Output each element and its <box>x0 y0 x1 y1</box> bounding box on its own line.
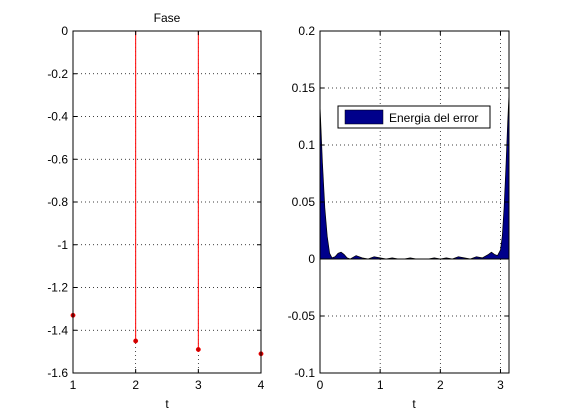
plot-area <box>320 31 509 373</box>
legend: Energia del error <box>337 105 491 129</box>
y-tick-label: -0.8 <box>47 195 68 209</box>
y-tick-label: -0.6 <box>47 152 68 166</box>
y-tick-label: 0.1 <box>298 138 315 152</box>
x-tick-label: 3 <box>497 378 504 392</box>
y-tick-label: -0.4 <box>47 110 68 124</box>
x-tick-label: 0 <box>317 378 324 392</box>
grid-lines <box>320 31 509 373</box>
y-tick-label: 0 <box>61 24 68 38</box>
x-axis-label: t <box>165 397 169 411</box>
y-tick-label: -0.05 <box>288 309 316 323</box>
y-tick-label: -1.2 <box>47 281 68 295</box>
area-marks <box>319 93 510 260</box>
stem-point <box>195 347 201 352</box>
y-tick-label: 0.2 <box>298 24 315 38</box>
y-tick-label: -0.1 <box>294 366 315 380</box>
x-tick-label: 4 <box>258 378 265 392</box>
legend-label: Energia del error <box>389 111 478 125</box>
tick-marks: 1 2 3 4 0 -0.2 -0.4 -0.6 -0.8 -1 -1.2 -1.4 -1.6 <box>47 24 264 392</box>
y-tick-label: -1 <box>57 238 68 252</box>
y-tick-label: 0 <box>308 252 315 266</box>
error-energy-axes: 0 1 2 3 0.2 0.15 0.1 0.05 0 -0.05 -0.1 t Energia d… <box>288 24 510 411</box>
y-tick-label: 0.15 <box>292 81 316 95</box>
x-tick-label: 2 <box>437 378 444 392</box>
legend-swatch <box>344 109 384 125</box>
stem-point <box>133 338 139 344</box>
phase-stem-axes: 1 2 3 4 0 -0.2 -0.4 -0.6 -0.8 -1 -1.2 -1.4 -1.6 Fase… <box>47 11 264 411</box>
x-tick-label: 1 <box>377 378 384 392</box>
x-tick-label: 1 <box>70 378 77 392</box>
chart-title: Fase <box>154 11 181 25</box>
x-tick-label: 2 <box>132 378 139 392</box>
tick-marks: 0 1 2 3 0.2 0.15 0.1 0.05 0 -0.05 -0.1 <box>288 24 509 392</box>
y-tick-label: -1.4 <box>47 323 68 337</box>
x-tick-label: 3 <box>195 378 202 392</box>
y-tick-label: 0.05 <box>292 195 316 209</box>
y-tick-label: -1.6 <box>47 366 68 380</box>
x-axis-label: t <box>412 397 416 411</box>
y-tick-label: -0.2 <box>47 67 68 81</box>
